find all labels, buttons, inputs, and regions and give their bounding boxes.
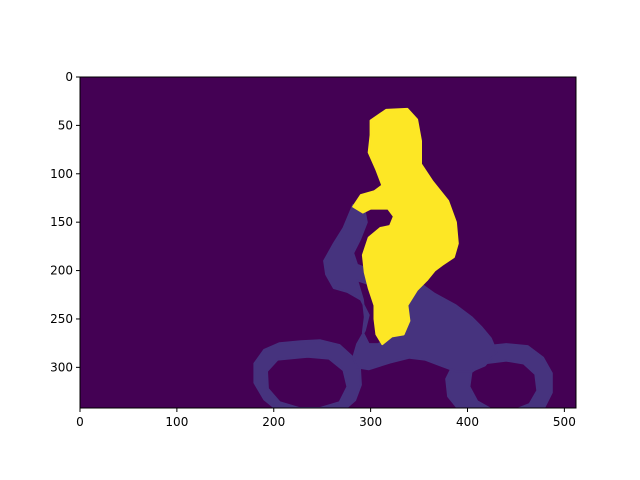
y-tick-label: 100 xyxy=(50,167,73,181)
plot-frame xyxy=(79,76,577,409)
x-tick-label: 500 xyxy=(553,415,576,429)
mask-region-person xyxy=(352,107,459,346)
x-tick-label: 0 xyxy=(76,415,84,429)
y-tick-label: 0 xyxy=(65,70,73,84)
mask-regions xyxy=(253,107,553,408)
mask-region-bicycle-front-wheel xyxy=(253,339,362,408)
y-tick-label: 150 xyxy=(50,215,73,229)
x-tick-label: 200 xyxy=(262,415,285,429)
y-axis: 0 50 100 150 200 250 300 xyxy=(50,70,80,374)
x-tick-label: 300 xyxy=(359,415,382,429)
y-tick-label: 250 xyxy=(50,312,73,326)
y-tick-label: 300 xyxy=(50,360,73,374)
y-tick-label: 50 xyxy=(58,118,73,132)
y-tick-label: 200 xyxy=(50,264,73,278)
x-tick-label: 100 xyxy=(165,415,188,429)
x-tick-label: 400 xyxy=(456,415,479,429)
x-axis: 0 100 200 300 400 500 xyxy=(76,408,576,429)
